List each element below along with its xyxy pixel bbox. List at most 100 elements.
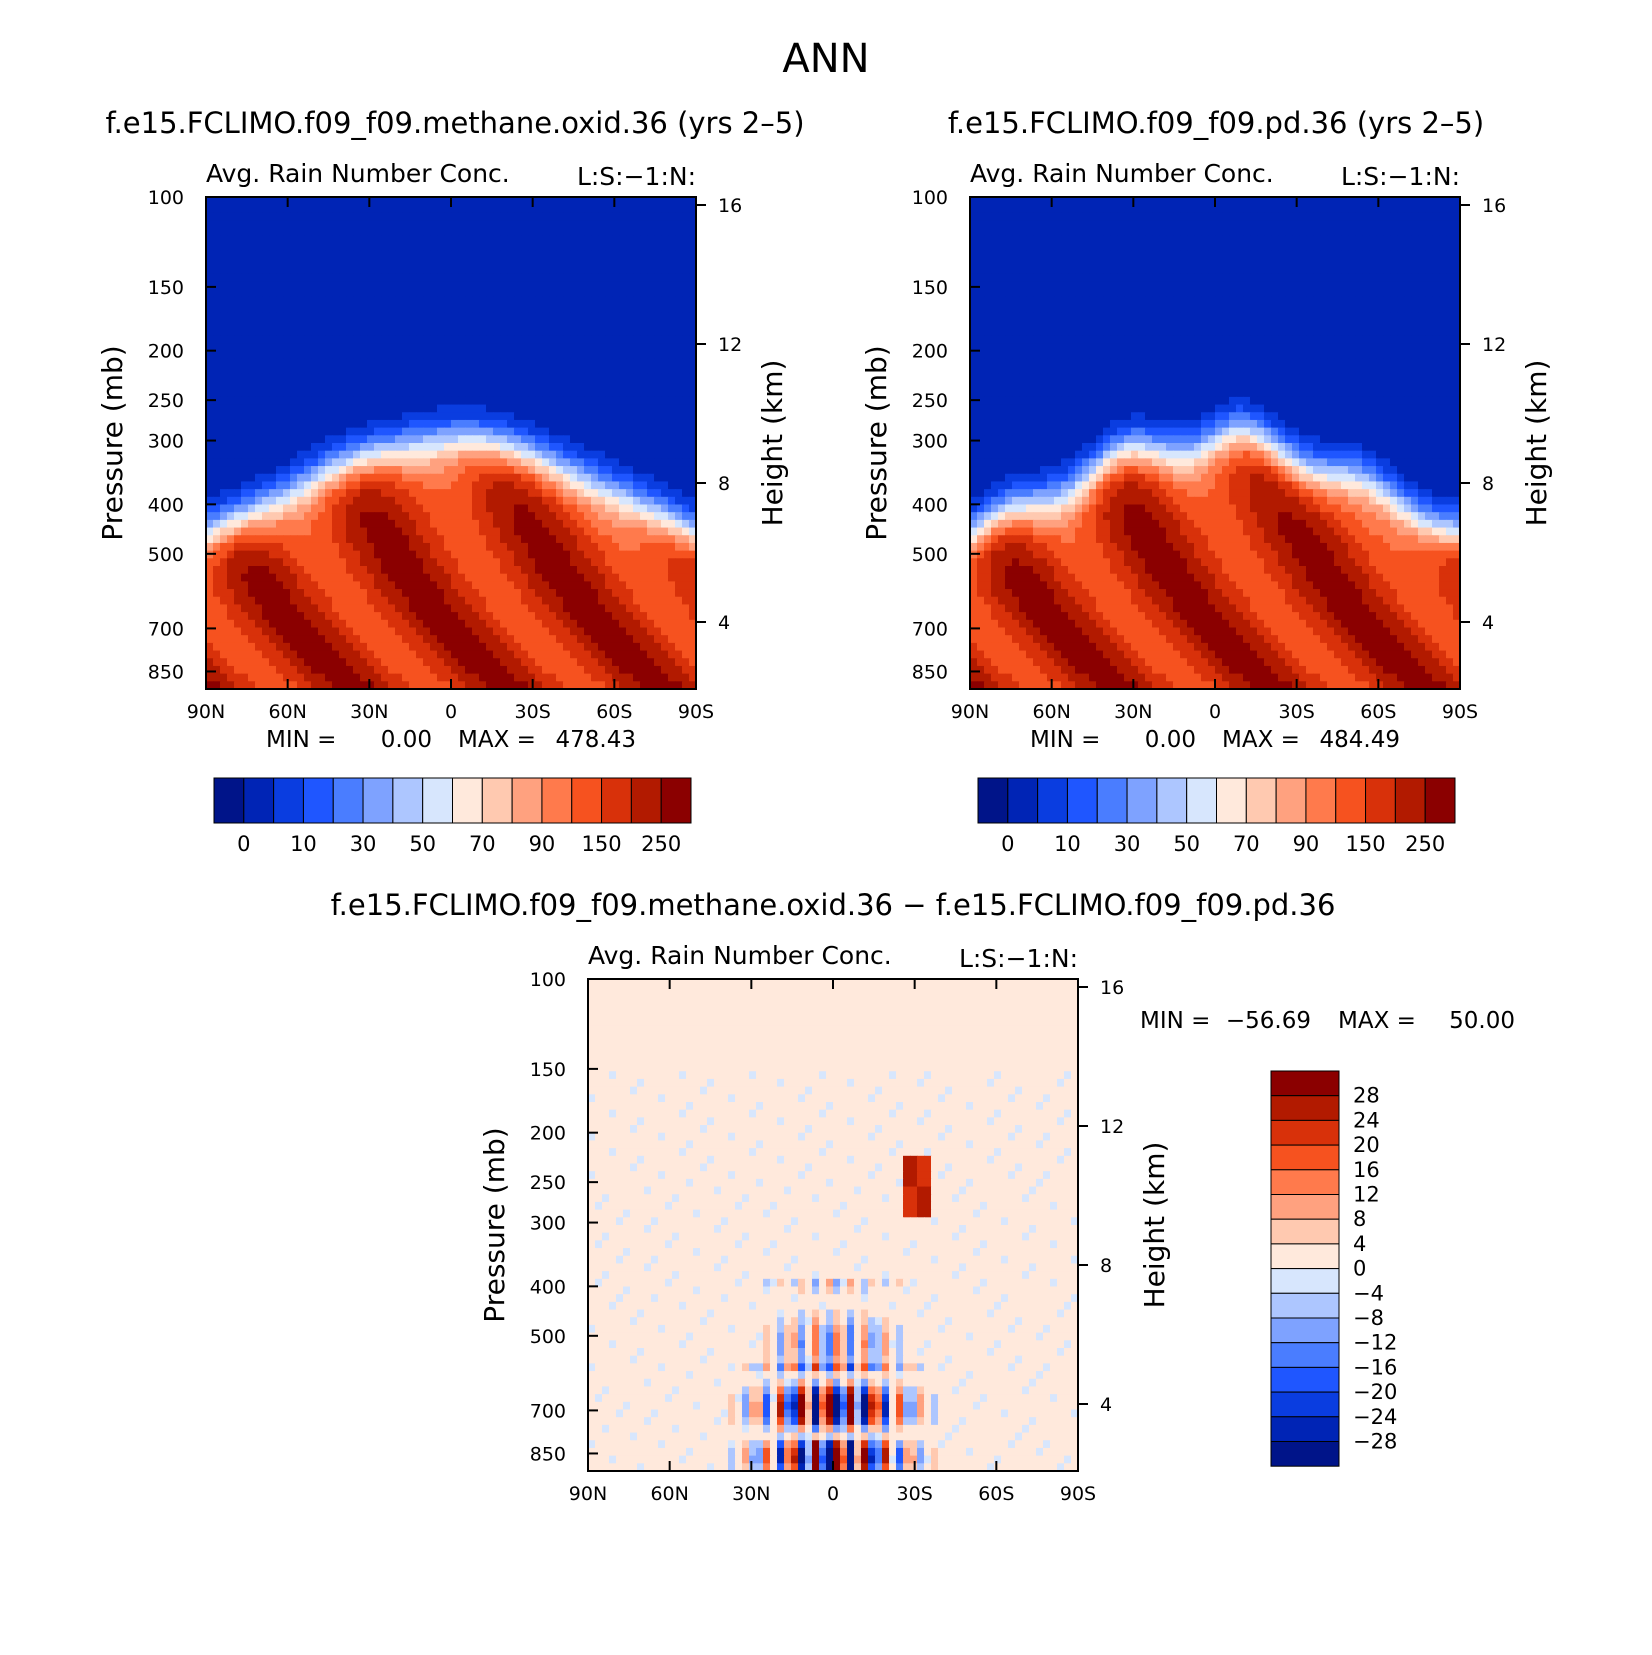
field-cell	[654, 320, 662, 329]
field-cell	[325, 489, 333, 498]
field-cell	[234, 366, 242, 375]
field-cell	[234, 665, 242, 675]
field-cell	[248, 481, 256, 490]
field-cell	[430, 412, 438, 421]
field-cell	[388, 381, 396, 390]
field-cell	[577, 435, 585, 444]
field-cell	[381, 412, 389, 421]
field-cell	[213, 281, 221, 290]
field-cell	[206, 504, 214, 513]
field-cell	[283, 604, 291, 613]
field-cell	[255, 527, 263, 536]
colorbar-swatch	[332, 777, 364, 824]
field-cell	[998, 204, 1006, 213]
field-cell	[598, 197, 606, 206]
field-cell	[647, 258, 655, 267]
field-cell	[360, 681, 368, 690]
field-cell	[626, 197, 634, 206]
field-cell	[605, 358, 613, 367]
field-cell	[416, 658, 424, 667]
field-cell	[682, 435, 690, 444]
field-cell	[507, 535, 515, 544]
field-cell	[493, 619, 501, 629]
field-cell	[234, 612, 242, 621]
field-cell	[339, 550, 347, 559]
field-cell	[472, 542, 480, 552]
field-cell	[241, 458, 249, 467]
field-cell	[1418, 227, 1426, 237]
field-cell	[507, 197, 515, 206]
field-cell	[535, 389, 543, 398]
field-cell	[423, 450, 431, 459]
x-tick-label: 90S	[678, 701, 714, 723]
field-cell	[605, 535, 613, 544]
field-cell	[528, 450, 536, 459]
field-cell	[451, 320, 459, 329]
field-cell	[486, 627, 494, 636]
field-cell	[507, 581, 515, 590]
field-cell	[437, 466, 445, 475]
field-cell	[486, 535, 494, 544]
field-cell	[367, 589, 375, 598]
field-cell	[556, 612, 564, 621]
field-cell	[605, 558, 613, 567]
field-cell	[535, 519, 543, 529]
field-cell	[262, 512, 270, 521]
field-cell	[283, 404, 291, 413]
field-cell	[514, 627, 522, 636]
field-cell	[402, 512, 410, 521]
field-cell	[255, 373, 263, 383]
field-cell	[521, 212, 529, 221]
field-cell	[640, 504, 648, 513]
field-cell	[549, 627, 557, 636]
field-cell	[206, 404, 214, 413]
field-cell	[437, 450, 445, 459]
field-cell	[626, 227, 634, 237]
field-cell	[325, 558, 333, 567]
field-cell	[234, 320, 242, 329]
field-cell	[297, 450, 305, 459]
field-cell	[430, 504, 438, 513]
field-cell	[563, 243, 571, 252]
field-cell	[458, 258, 466, 267]
field-cell	[325, 227, 333, 237]
field-cell	[388, 542, 396, 552]
field-cell	[409, 581, 417, 590]
field-cell	[206, 512, 214, 521]
field-cell	[1208, 227, 1216, 237]
field-cell	[395, 358, 403, 367]
field-cell	[220, 612, 228, 621]
field-cell	[682, 681, 690, 690]
field-cell	[374, 258, 382, 267]
field-cell	[276, 197, 284, 206]
field-cell	[556, 550, 564, 559]
field-cell	[325, 550, 333, 559]
field-cell	[227, 227, 235, 237]
field-cell	[528, 473, 536, 483]
colorbar-swatch	[452, 777, 483, 824]
field-cell	[290, 273, 298, 283]
field-cell	[451, 558, 459, 567]
field-cell	[1047, 235, 1055, 244]
field-cell	[514, 335, 522, 344]
field-cell	[542, 404, 550, 413]
field-cell	[388, 212, 396, 221]
field-cell	[430, 335, 438, 344]
field-cell	[444, 550, 452, 559]
field-cell	[984, 243, 992, 252]
field-cell	[514, 273, 522, 283]
field-cell	[584, 458, 592, 467]
field-cell	[605, 235, 613, 244]
field-cell	[339, 665, 347, 675]
field-cell	[283, 512, 291, 521]
field-cell	[521, 373, 529, 383]
field-cell	[255, 458, 263, 467]
field-cell	[521, 381, 529, 390]
field-cell	[493, 612, 501, 621]
field-cell	[206, 312, 214, 321]
field-cell	[991, 197, 999, 206]
field-cell	[206, 443, 214, 452]
field-cell	[668, 250, 676, 260]
field-cell	[1446, 204, 1454, 213]
field-cell	[1383, 220, 1391, 229]
